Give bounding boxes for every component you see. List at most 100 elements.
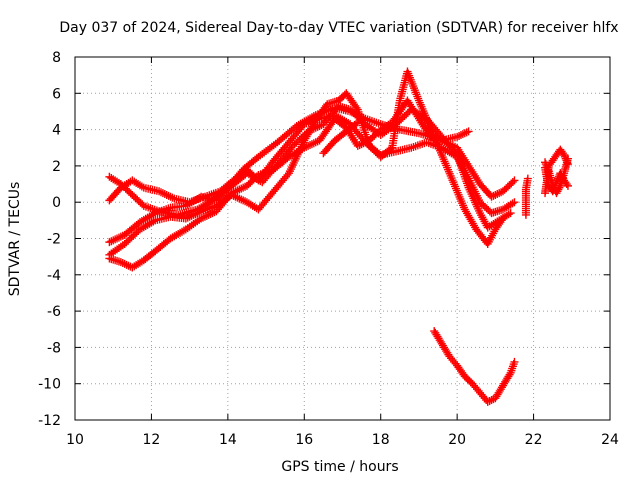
plus-marker bbox=[361, 138, 370, 147]
x-tick-label: 10 bbox=[66, 432, 84, 448]
plus-marker bbox=[137, 182, 146, 191]
plus-marker bbox=[302, 142, 311, 151]
plus-marker bbox=[111, 235, 120, 244]
plus-marker bbox=[116, 232, 125, 241]
plot-area-border bbox=[74, 56, 611, 421]
plus-marker bbox=[464, 127, 473, 136]
series-arc-6 bbox=[319, 118, 362, 158]
chart-title: Day 037 of 2024, Sidereal Day-to-day VTE… bbox=[59, 20, 618, 36]
y-tick-label: -6 bbox=[47, 304, 61, 320]
plus-marker bbox=[544, 165, 553, 174]
plus-marker bbox=[504, 210, 513, 219]
y-tick-label: -8 bbox=[47, 340, 61, 356]
plus-marker bbox=[233, 186, 242, 195]
plus-marker bbox=[359, 139, 368, 148]
x-tick-label: 22 bbox=[525, 432, 543, 448]
y-axis-label: SDTVAR / TECUs bbox=[7, 182, 23, 297]
x-tick-label: 24 bbox=[601, 432, 619, 448]
plus-marker bbox=[505, 370, 514, 379]
plus-marker bbox=[456, 131, 465, 140]
plus-marker bbox=[353, 118, 362, 127]
plus-marker bbox=[162, 190, 171, 199]
plus-marker bbox=[107, 237, 116, 246]
y-tick-label: 2 bbox=[52, 159, 61, 175]
plus-marker bbox=[189, 210, 198, 219]
plus-marker bbox=[191, 209, 200, 218]
plus-marker bbox=[462, 128, 471, 137]
y-tick-label: -4 bbox=[47, 268, 61, 284]
plus-marker bbox=[304, 141, 313, 150]
x-tick-label: 18 bbox=[372, 432, 390, 448]
plus-marker bbox=[541, 158, 550, 167]
plus-marker bbox=[307, 140, 316, 149]
plus-marker bbox=[181, 214, 190, 223]
plus-marker bbox=[204, 210, 213, 219]
plus-marker bbox=[548, 180, 557, 189]
plus-marker bbox=[352, 103, 361, 112]
plus-marker bbox=[489, 191, 498, 200]
y-tick-label: -12 bbox=[38, 413, 61, 429]
plus-marker bbox=[149, 210, 158, 219]
plus-marker bbox=[208, 209, 217, 218]
plus-marker bbox=[549, 181, 558, 190]
plus-marker bbox=[168, 193, 177, 202]
plus-marker bbox=[552, 189, 561, 198]
plus-marker bbox=[458, 130, 467, 139]
y-tick-label: 8 bbox=[52, 50, 61, 66]
plus-marker bbox=[315, 121, 324, 130]
plus-marker bbox=[510, 357, 519, 366]
plus-marker bbox=[453, 132, 462, 141]
plus-marker bbox=[493, 190, 502, 199]
plus-marker bbox=[122, 260, 131, 269]
series-arc-7 bbox=[430, 327, 519, 406]
grid-lines bbox=[75, 57, 610, 420]
plus-marker bbox=[155, 187, 164, 196]
y-tick-label: 4 bbox=[52, 123, 61, 139]
x-axis-label: GPS time / hours bbox=[281, 459, 398, 475]
x-tick-label: 20 bbox=[448, 432, 466, 448]
plus-marker bbox=[166, 192, 175, 201]
plus-marker bbox=[506, 209, 515, 218]
plus-marker bbox=[306, 141, 315, 150]
plus-marker bbox=[118, 259, 127, 268]
plus-marker bbox=[105, 238, 114, 247]
plus-marker bbox=[195, 208, 204, 217]
plus-marker bbox=[114, 233, 123, 242]
plus-marker bbox=[231, 187, 240, 196]
plus-marker bbox=[309, 139, 318, 148]
plus-marker bbox=[460, 129, 469, 138]
plus-marker bbox=[237, 195, 246, 204]
plus-marker bbox=[554, 185, 563, 194]
series-arc-4 bbox=[105, 67, 507, 259]
plus-marker bbox=[357, 140, 366, 149]
plus-marker bbox=[120, 259, 129, 268]
plus-marker bbox=[235, 185, 244, 194]
series-arc-5 bbox=[105, 96, 473, 272]
plus-marker bbox=[495, 189, 504, 198]
plus-marker bbox=[563, 154, 572, 163]
plus-marker bbox=[499, 214, 507, 223]
plus-marker bbox=[149, 217, 158, 226]
y-tick-label: -10 bbox=[38, 377, 61, 393]
plus-marker bbox=[353, 141, 362, 150]
y-tick-label: 0 bbox=[52, 195, 61, 211]
plus-marker bbox=[113, 234, 122, 243]
plus-marker bbox=[355, 141, 364, 150]
plus-marker bbox=[510, 198, 519, 207]
plus-marker bbox=[543, 163, 552, 172]
plus-marker bbox=[227, 189, 236, 198]
plus-marker bbox=[523, 174, 532, 183]
plus-marker bbox=[483, 397, 492, 406]
data-marks bbox=[105, 67, 572, 406]
x-tick-label: 12 bbox=[143, 432, 161, 448]
plus-marker bbox=[455, 131, 464, 140]
plus-marker bbox=[193, 209, 202, 218]
plus-marker bbox=[185, 212, 194, 221]
x-tick-label: 14 bbox=[219, 432, 237, 448]
plus-marker bbox=[237, 184, 246, 193]
plus-marker bbox=[508, 199, 517, 208]
plus-marker bbox=[541, 160, 550, 169]
y-tick-label: -2 bbox=[47, 232, 61, 248]
